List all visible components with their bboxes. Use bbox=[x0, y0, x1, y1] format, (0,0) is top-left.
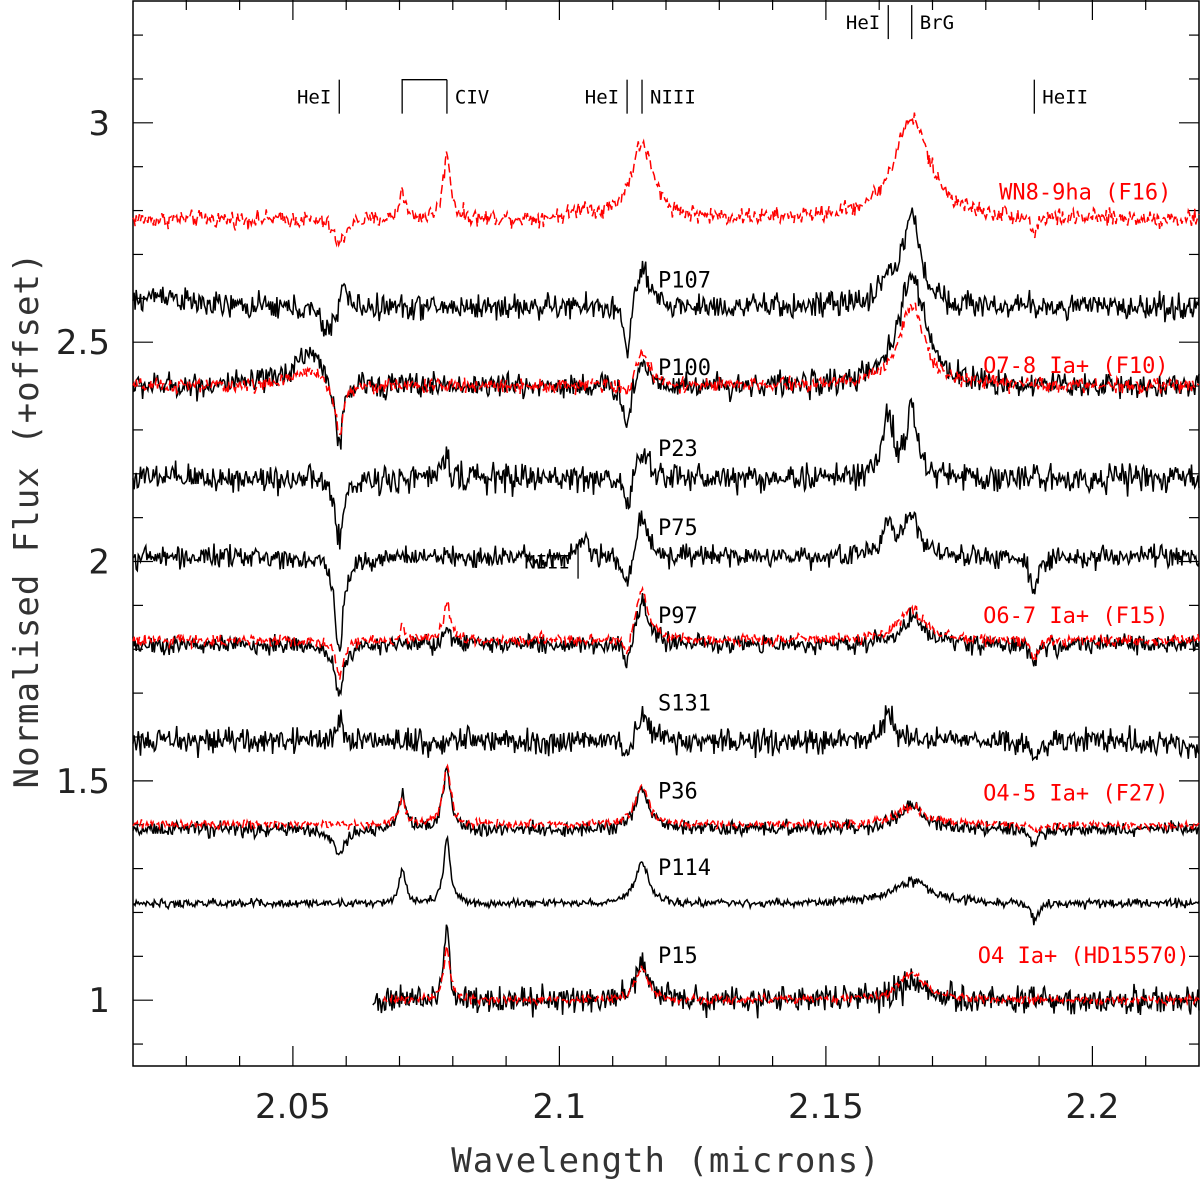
y-tick-label: 2.5 bbox=[56, 323, 110, 363]
line-identifications: HeI CIV HeI NIII HeI BrG HeII NIII bbox=[297, 5, 1088, 579]
spectrum-label: S131 bbox=[658, 692, 711, 717]
y-tick-label: 1.5 bbox=[56, 762, 110, 802]
spectrum-line bbox=[132, 763, 1200, 836]
spectrum-line bbox=[132, 207, 1200, 359]
x-tick-label: 2.15 bbox=[788, 1087, 864, 1127]
spectrum-label: P107 bbox=[658, 268, 711, 293]
y-tick-label: 1 bbox=[88, 981, 110, 1021]
spectrum-label: P36 bbox=[658, 779, 698, 804]
spectrum-line bbox=[132, 301, 1200, 435]
spectra-series bbox=[132, 112, 1200, 1019]
spectrum-labels: WN8-9ha (F16) P107 P100 O7-8 Ia+ (F10) P23 P7… bbox=[658, 181, 1190, 969]
spectrum-label: O4-5 Ia+ (F27) bbox=[983, 782, 1168, 807]
spectrum-line bbox=[132, 585, 1200, 680]
x-axis-title: Wavelength (microns) bbox=[451, 1141, 880, 1181]
line-id-label: HeI bbox=[585, 87, 619, 109]
y-tick-label: 2 bbox=[88, 543, 110, 583]
spectrum-line bbox=[132, 270, 1200, 450]
spectrum-line bbox=[132, 593, 1200, 697]
spectrum-line bbox=[382, 945, 1200, 1007]
spectrum-label: P97 bbox=[658, 604, 698, 629]
spectrum-label: O6-7 Ia+ (F15) bbox=[983, 604, 1168, 629]
y-axis-title: Normalised Flux (+offset) bbox=[7, 252, 47, 789]
spectrum-label: O7-8 Ia+ (F10) bbox=[983, 354, 1168, 379]
spectrum-label: P75 bbox=[658, 516, 698, 541]
spectrum-label: O4 Ia+ (HD15570) bbox=[978, 944, 1190, 969]
spectrum-line bbox=[132, 705, 1200, 762]
line-id-label: CIV bbox=[455, 87, 489, 109]
y-tick-label: 3 bbox=[88, 104, 110, 144]
line-id-label: NIII bbox=[650, 87, 696, 109]
spectrum-line bbox=[132, 112, 1200, 248]
spectrum-line bbox=[132, 397, 1200, 550]
line-id-label: HeI bbox=[846, 12, 880, 34]
line-id-label: BrG bbox=[920, 12, 954, 34]
x-tick-label: 2.05 bbox=[255, 1087, 331, 1127]
line-id-label: HeII bbox=[1042, 87, 1088, 109]
spectrum-label: WN8-9ha (F16) bbox=[999, 181, 1171, 206]
x-tick-label: 2.2 bbox=[1065, 1087, 1119, 1127]
y-axis: 1 1.5 2 2.5 3 bbox=[56, 34, 1199, 1045]
spectrum-label: P15 bbox=[658, 944, 698, 969]
spectrum-line bbox=[132, 834, 1200, 926]
spectrum-line bbox=[132, 510, 1200, 652]
spectrum-line bbox=[132, 766, 1200, 856]
line-id-label: NIII bbox=[524, 552, 570, 574]
x-axis: 2.05 2.1 2.15 2.2 bbox=[185, 0, 1147, 1127]
spectrum-label: P114 bbox=[658, 856, 711, 881]
line-id-label: HeI bbox=[297, 87, 331, 109]
spectrum-label: P23 bbox=[658, 437, 698, 462]
line-bracket bbox=[401, 79, 447, 114]
x-tick-label: 2.1 bbox=[532, 1087, 586, 1127]
spectrum-label: P100 bbox=[658, 356, 711, 381]
spectrum-line bbox=[372, 924, 1200, 1019]
